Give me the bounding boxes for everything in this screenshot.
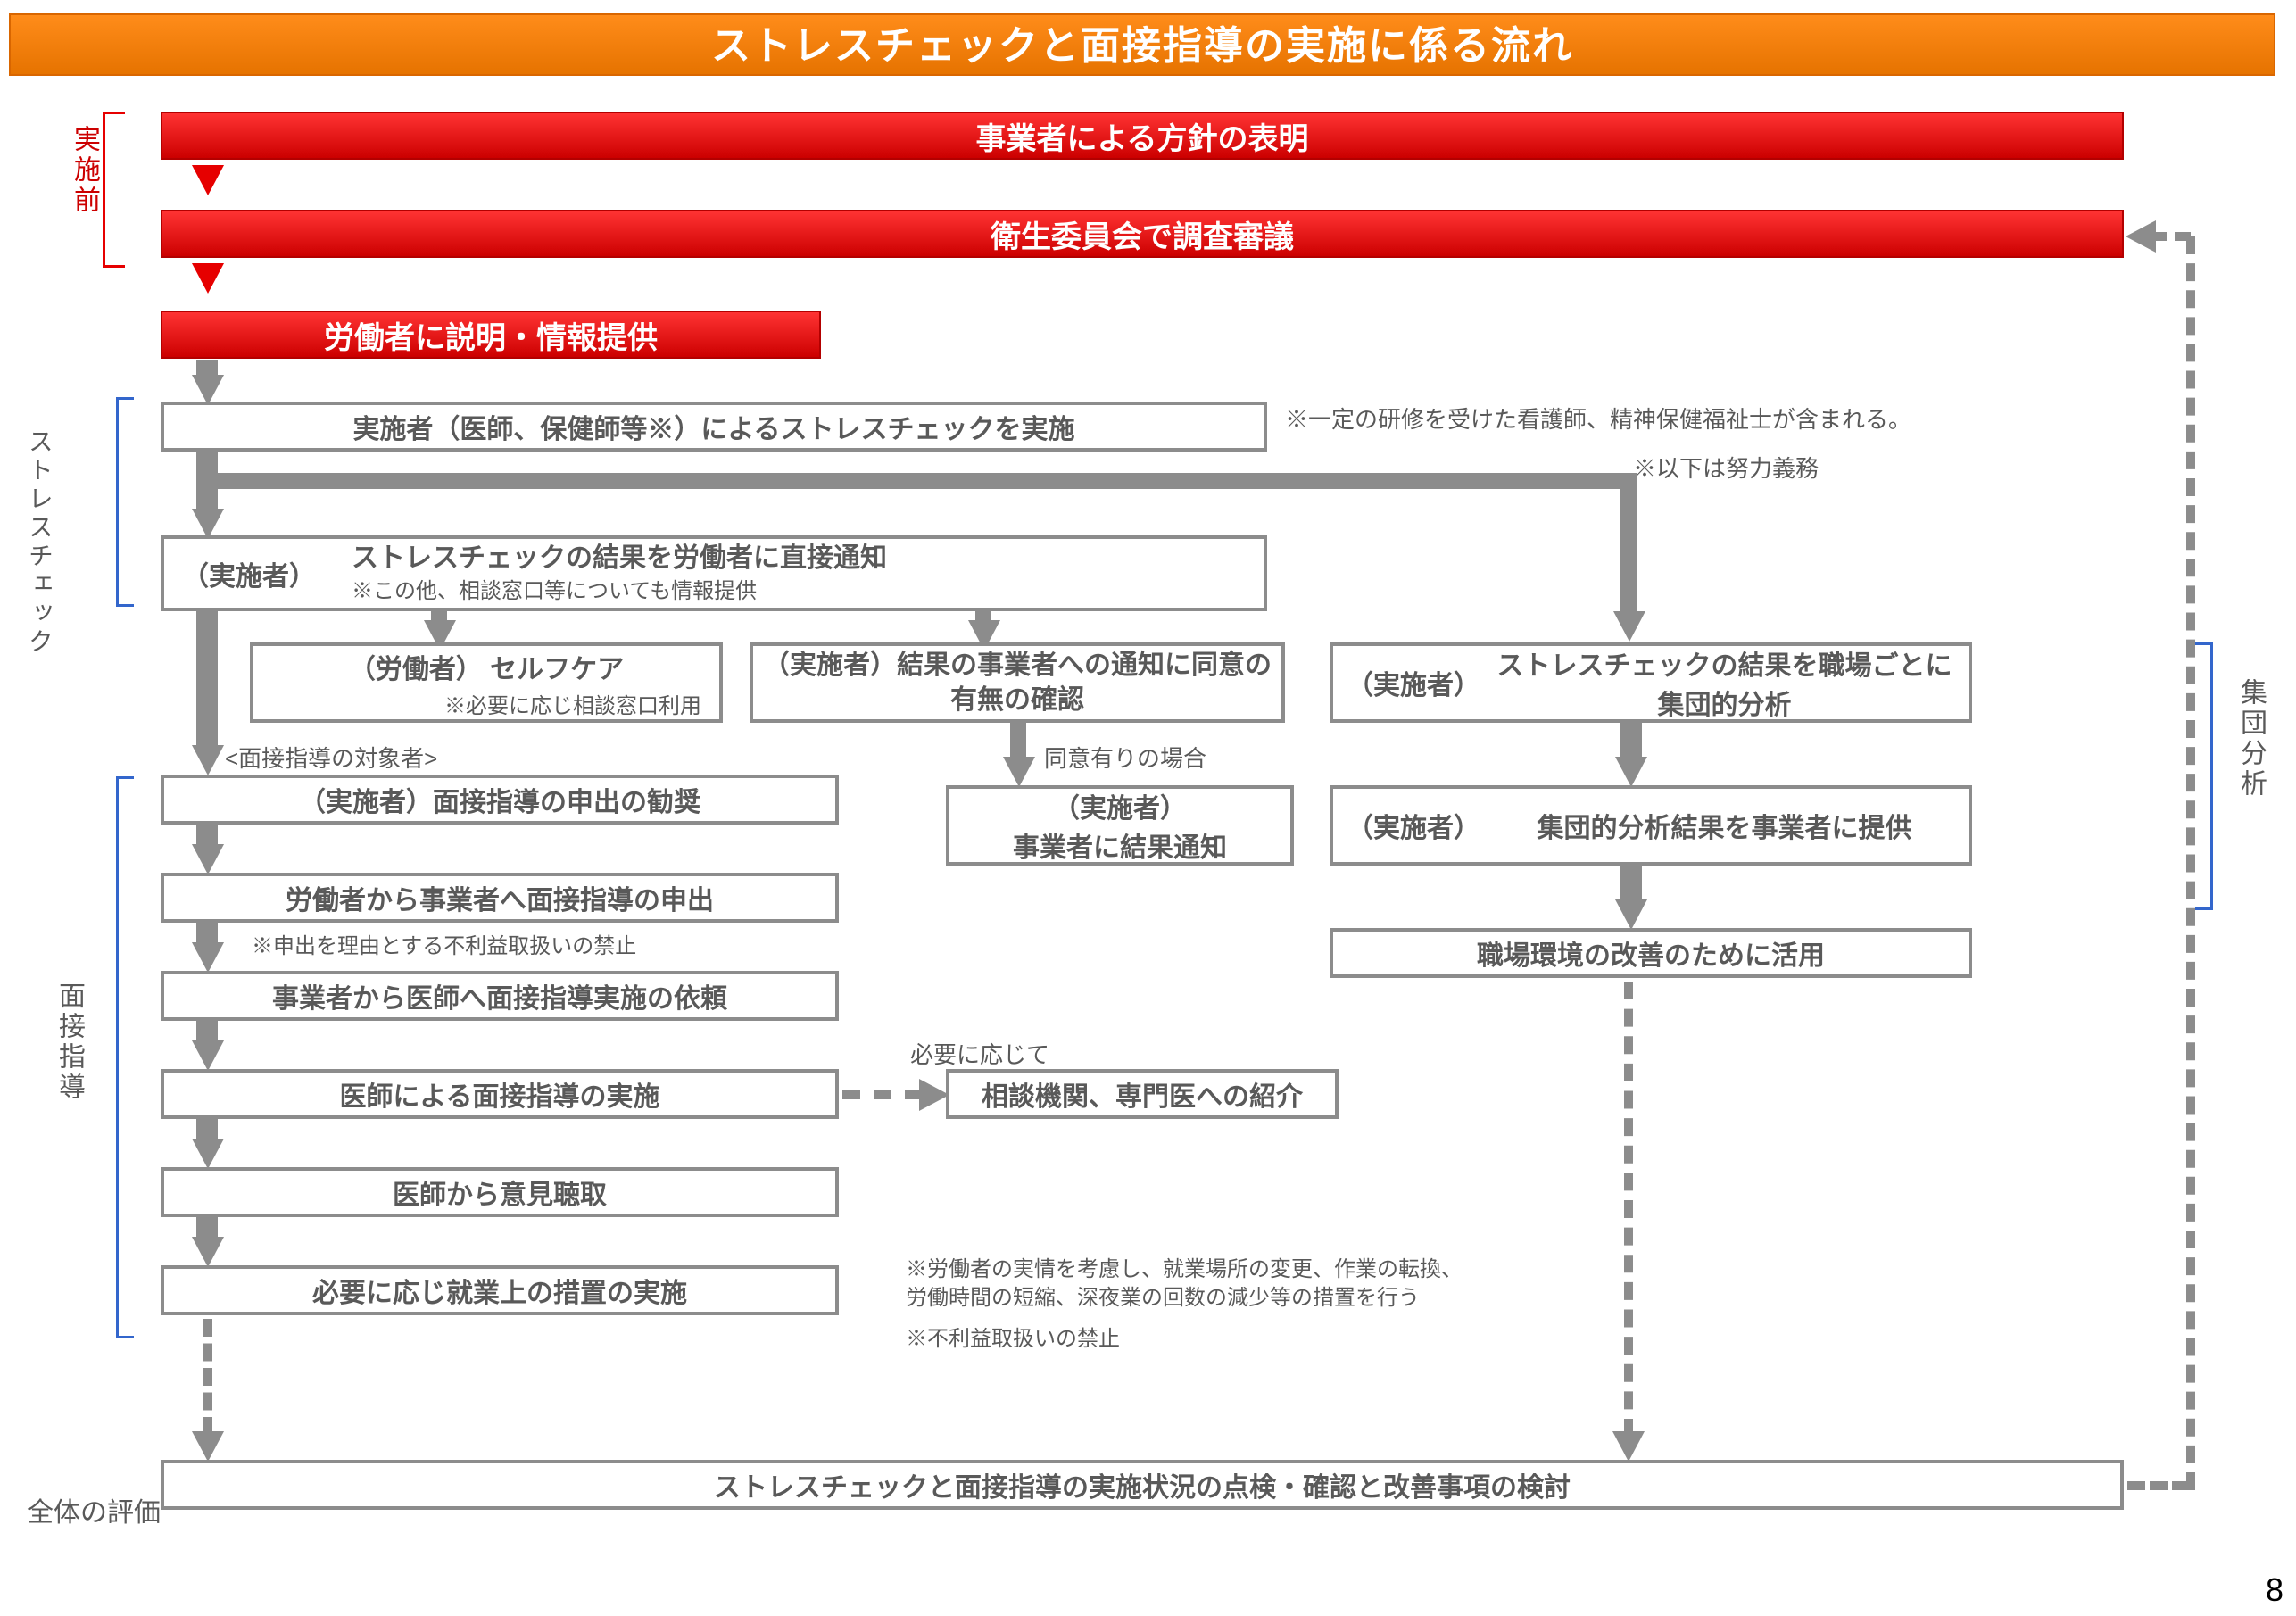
box-consent: （実施者）結果の事業者への通知に同意の有無の確認 xyxy=(750,642,1285,723)
dash-feedback-v xyxy=(2186,236,2195,1490)
box-consent-main: 結果の事業者への通知に同意の有無の確認 xyxy=(897,651,1272,715)
arrow-gray-grp3 xyxy=(1615,899,1647,930)
arrow-stem-grp2 xyxy=(1620,723,1642,758)
box-overall-eval: ストレスチェックと面接指導の実施状況の点検・確認と改善事項の検討 xyxy=(161,1460,2124,1510)
arrow-stem-grp3 xyxy=(1620,866,1642,901)
box-notify-employer-main: 事業者に結果通知 xyxy=(1013,825,1227,865)
arrow-gray-5 xyxy=(192,1040,224,1071)
note-measures-2: 労働時間の短縮、深夜業の回数の減少等の措置を行う xyxy=(906,1280,1420,1311)
box-selfcare-sub: ※必要に応じ相談窓口利用 xyxy=(444,688,710,719)
arrow-gray-grp2 xyxy=(1615,757,1647,787)
box-notify-worker-main: ストレスチェックの結果を労働者に直接通知 xyxy=(352,541,887,576)
box-doctor-interview: 医師による面接指導の実施 xyxy=(161,1069,839,1119)
box-group-provide: （実施者） 集団的分析結果を事業者に提供 xyxy=(1330,785,1972,866)
box-request-doctor: 事業者から医師へ面接指導実施の依頼 xyxy=(161,971,839,1021)
caption-as-needed: 必要に応じて xyxy=(910,1037,1049,1070)
note-effort: ※以下は努力義務 xyxy=(1633,451,1819,484)
box-referral: 相談機関、専門医への紹介 xyxy=(946,1069,1339,1119)
section-label-group: 集団分析 xyxy=(2231,678,2270,800)
box-explain: 労働者に説明・情報提供 xyxy=(161,311,821,359)
box-group-main: ストレスチェックの結果を職場ごとに集団的分析 xyxy=(1489,643,1960,722)
dash-v-grp-final xyxy=(1624,982,1633,1437)
box-conduct-check: 実施者（医師、保健師等※）によるストレスチェックを実施 xyxy=(161,402,1267,452)
arrow-gray-group1 xyxy=(1613,611,1645,642)
arrow-right-referral xyxy=(919,1079,949,1111)
box-notify-employer: （実施者） 事業者に結果通知 xyxy=(946,785,1294,866)
box-worker-apply: 労働者から事業者へ面接指導の申出 xyxy=(161,873,839,923)
arrow-v-stem-group xyxy=(1620,473,1637,614)
arrow-gray-final xyxy=(192,1431,224,1462)
box-notify-worker: （実施者） ストレスチェックの結果を労働者に直接通知 ※この他、相談窓口等につい… xyxy=(161,535,1267,611)
box-group-role: （実施者） xyxy=(1347,663,1480,702)
note-training: ※一定の研修を受けた看護師、精神保健福祉士が含まれる。 xyxy=(1285,402,1911,435)
box-committee: 衛生委員会で調査審議 xyxy=(161,210,2124,258)
section-label-overall: 全体の評価 xyxy=(27,1490,161,1529)
box-policy: 事業者による方針の表明 xyxy=(161,112,2124,160)
bracket-group xyxy=(2195,642,2213,910)
arrow-gray-7 xyxy=(192,1237,224,1267)
arrow-stem-consent2 xyxy=(1010,723,1026,758)
box-selfcare-main: セルフケア xyxy=(490,655,624,684)
box-selfcare: （労働者） セルフケア ※必要に応じ相談窓口利用 xyxy=(250,642,723,723)
box-group-provide-main: 集団的分析結果を事業者に提供 xyxy=(1489,806,1960,845)
bracket-stresscheck xyxy=(116,397,134,607)
arrow-gray-6 xyxy=(192,1139,224,1169)
arrow-stem-2 xyxy=(196,611,218,750)
arrow-gray-0 xyxy=(192,375,224,405)
page-title: ストレスチェックと面接指導の実施に係る流れ xyxy=(9,13,2275,76)
box-group-provide-role: （実施者） xyxy=(1347,806,1480,845)
dash-feedback-h1 xyxy=(2127,1481,2190,1490)
bracket-pre xyxy=(103,112,125,268)
dash-to-referral xyxy=(842,1090,923,1099)
page-number: 8 xyxy=(2266,1571,2284,1609)
arrow-left-feedback xyxy=(2126,220,2156,253)
note-measures-1: ※労働者の実情を考慮し、就業場所の変更、作業の転換、 xyxy=(906,1251,1463,1282)
section-label-stresscheck: ストレスチェック xyxy=(25,428,53,657)
box-improve-workplace: 職場環境の改善のために活用 xyxy=(1330,928,1972,978)
box-notify-worker-role: （実施者） xyxy=(182,554,316,593)
section-label-pre: 実施前 xyxy=(64,125,104,216)
section-label-stresscheck-text: ストレスチェック xyxy=(26,428,54,657)
arrow-gray-consent2 xyxy=(1003,757,1035,787)
arrow-stem-1 xyxy=(196,452,218,514)
box-notify-worker-sub: ※この他、相談窓口等についても情報提供 xyxy=(352,577,757,605)
box-recommend-apply: （実施者）面接指導の申出の勧奨 xyxy=(161,775,839,825)
box-selfcare-role: （労働者） xyxy=(349,655,483,684)
arrow-gray-1 xyxy=(192,509,224,539)
section-label-interview: 面接指導 xyxy=(49,982,88,1103)
dash-feedback-h2 xyxy=(2151,232,2191,241)
note-no-disadvantage-apply: ※申出を理由とする不利益取扱いの禁止 xyxy=(252,928,636,959)
caption-interview-target: <面接指導の対象者> xyxy=(225,741,437,774)
box-notify-employer-role: （実施者） xyxy=(1053,786,1187,825)
note-no-disadvantage: ※不利益取扱いの禁止 xyxy=(906,1321,1120,1352)
arrow-gray-2 xyxy=(192,745,224,775)
box-work-measures: 必要に応じ就業上の措置の実施 xyxy=(161,1265,839,1315)
arrow-red-1 xyxy=(192,165,224,195)
bracket-interview xyxy=(116,776,134,1338)
arrow-gray-3 xyxy=(192,844,224,874)
arrow-gray-4 xyxy=(192,942,224,973)
arrow-gray-grp-final xyxy=(1612,1431,1645,1462)
arrow-red-2 xyxy=(192,263,224,294)
note-consent-yes: 同意有りの場合 xyxy=(1044,741,1206,774)
box-doctor-opinion: 医師から意見聴取 xyxy=(161,1167,839,1217)
arrow-h-stem-group xyxy=(218,473,1637,489)
box-consent-role: （実施者） xyxy=(763,651,897,680)
dash-v-final xyxy=(203,1319,212,1435)
box-group-analysis: （実施者） ストレスチェックの結果を職場ごとに集団的分析 xyxy=(1330,642,1972,723)
